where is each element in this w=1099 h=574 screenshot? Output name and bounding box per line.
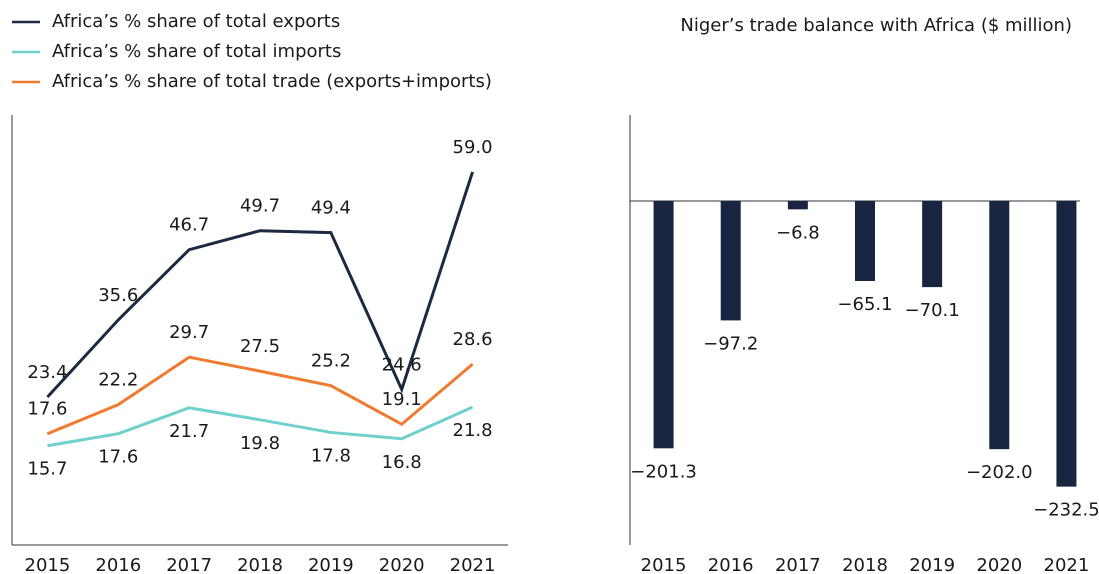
x-tick-label: 2015 xyxy=(641,555,687,574)
legend-label: Africa’s % share of total trade (exports… xyxy=(52,71,492,92)
data-label: 17.6 xyxy=(98,447,138,468)
x-tick-label: 2020 xyxy=(379,555,425,574)
data-label: 49.7 xyxy=(240,196,280,217)
bar xyxy=(1056,201,1077,487)
data-label: 16.8 xyxy=(382,452,422,473)
data-label: 27.5 xyxy=(240,336,280,357)
bar xyxy=(922,201,943,288)
x-tick-label: 2018 xyxy=(842,555,888,574)
data-label: 17.6 xyxy=(27,399,67,420)
data-label: 19.8 xyxy=(240,433,280,454)
data-label: −202.0 xyxy=(966,462,1033,483)
data-label: 24.6 xyxy=(382,354,422,375)
data-label: −97.2 xyxy=(703,333,758,354)
chart-title: Niger’s trade balance with Africa ($ mil… xyxy=(680,15,1072,36)
x-tick-label: 2019 xyxy=(909,555,955,574)
data-label: 28.6 xyxy=(453,329,493,350)
x-tick-label: 2021 xyxy=(450,555,496,574)
data-label: −65.1 xyxy=(837,294,892,315)
bar xyxy=(787,201,808,210)
line xyxy=(46,355,474,436)
line xyxy=(47,405,474,448)
data-label: −232.5 xyxy=(1033,500,1099,521)
data-label: 21.8 xyxy=(453,420,493,441)
data-label: 17.8 xyxy=(311,445,351,466)
data-label: 29.7 xyxy=(169,322,209,343)
data-label: −6.8 xyxy=(776,222,820,243)
data-label: 19.1 xyxy=(382,389,422,410)
x-tick-label: 2017 xyxy=(166,555,212,574)
line xyxy=(46,171,474,399)
x-tick-label: 2021 xyxy=(1044,555,1090,574)
x-tick-label: 2016 xyxy=(95,555,141,574)
legend-label: Africa’s % share of total exports xyxy=(52,11,340,32)
legend-label: Africa’s % share of total imports xyxy=(52,41,341,62)
bar xyxy=(653,201,674,449)
x-tick-label: 2020 xyxy=(976,555,1022,574)
data-label: 23.4 xyxy=(27,362,67,383)
data-label: −201.3 xyxy=(630,461,697,482)
data-label: 49.4 xyxy=(311,198,351,219)
x-tick-label: 2015 xyxy=(25,555,71,574)
data-label: 21.7 xyxy=(169,421,209,442)
data-label: 59.0 xyxy=(453,137,493,158)
x-tick-label: 2019 xyxy=(308,555,354,574)
bar xyxy=(855,201,875,281)
data-label: 22.2 xyxy=(98,370,138,391)
bar xyxy=(720,201,741,321)
x-tick-label: 2017 xyxy=(775,555,821,574)
bar xyxy=(989,201,1010,450)
x-tick-label: 2018 xyxy=(237,555,283,574)
data-label: 15.7 xyxy=(27,459,67,480)
data-label: 46.7 xyxy=(169,215,209,236)
data-label: 35.6 xyxy=(98,285,138,306)
data-label: −70.1 xyxy=(905,300,960,321)
x-tick-label: 2016 xyxy=(708,555,754,574)
data-label: 25.2 xyxy=(311,351,351,372)
